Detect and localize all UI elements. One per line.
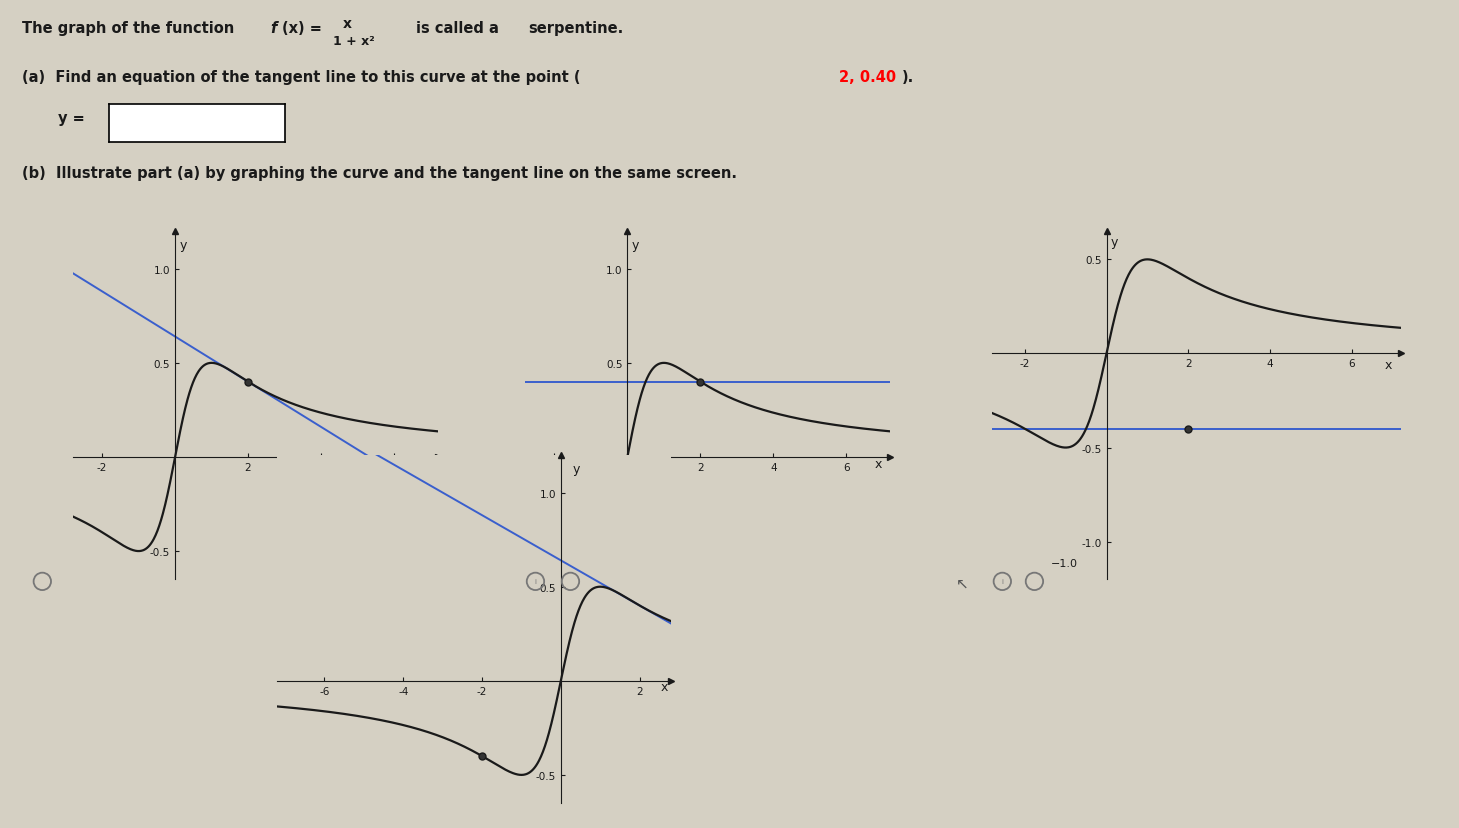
Text: f: f [270,21,276,36]
Text: ).: ). [902,70,913,84]
Text: (a)  Find an equation of the tangent line to this curve at the point (: (a) Find an equation of the tangent line… [22,70,581,84]
Text: (b)  Illustrate part (a) by graphing the curve and the tangent line on the same : (b) Illustrate part (a) by graphing the … [22,166,737,181]
Text: y: y [1112,235,1119,248]
Text: x: x [343,17,352,31]
Text: is called a: is called a [416,21,499,36]
Text: x: x [423,457,430,470]
Text: −1.0: −1.0 [1050,558,1078,568]
Text: (x) =: (x) = [282,21,321,36]
Text: ↖: ↖ [956,576,969,591]
Text: serpentine.: serpentine. [528,21,623,36]
Text: 1 + x²: 1 + x² [333,35,375,48]
Text: The graph of the function: The graph of the function [22,21,233,36]
Text: x: x [1385,359,1392,372]
Text: x: x [875,457,883,470]
Text: i: i [1001,579,1004,585]
Text: y: y [632,238,639,252]
Text: 2, 0.40: 2, 0.40 [839,70,896,84]
Text: i: i [534,579,537,585]
Text: x: x [661,681,668,694]
Text: y: y [179,238,187,252]
Text: y: y [572,462,579,475]
Text: y =: y = [58,111,85,126]
